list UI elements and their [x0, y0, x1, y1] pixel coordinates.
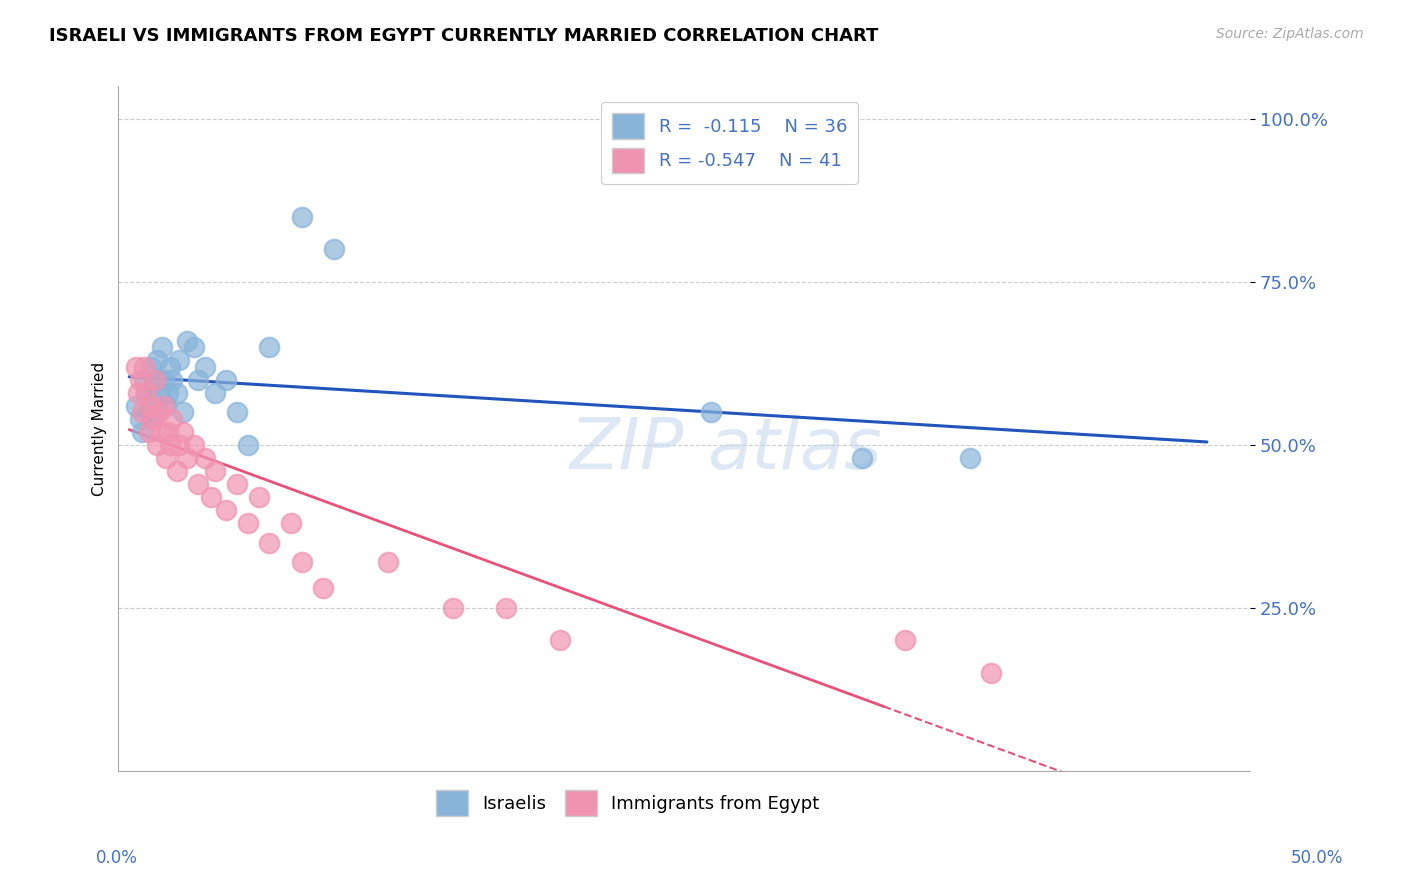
Point [172, 425, 194, 439]
Point [312, 581, 335, 595]
Point [236, 516, 259, 530]
Point [150, 340, 173, 354]
Point [194, 359, 217, 374]
Text: atlas: atlas [707, 415, 882, 483]
Text: Source: ZipAtlas.com: Source: ZipAtlas.com [1216, 27, 1364, 41]
Point [156, 425, 179, 439]
Point [152, 373, 174, 387]
Point [159, 438, 181, 452]
Point [134, 373, 156, 387]
Point [215, 503, 238, 517]
Point [959, 450, 981, 465]
Point [215, 373, 238, 387]
Point [495, 600, 517, 615]
Point [259, 340, 281, 354]
Text: 0.0%: 0.0% [96, 849, 138, 867]
Point [146, 353, 169, 368]
Point [280, 516, 302, 530]
Point [125, 399, 148, 413]
Point [138, 405, 160, 419]
Point [139, 359, 162, 374]
Point [162, 373, 184, 387]
Point [142, 411, 165, 425]
Point [150, 425, 173, 439]
Point [176, 450, 198, 465]
Point [226, 477, 249, 491]
Point [156, 385, 179, 400]
Point [148, 385, 170, 400]
Point [323, 242, 346, 256]
Point [127, 385, 149, 400]
Point [187, 373, 209, 387]
Point [148, 405, 170, 419]
Point [172, 405, 194, 419]
Point [377, 555, 399, 569]
Point [200, 490, 222, 504]
Point [980, 665, 1002, 680]
Legend: Israelis, Immigrants from Egypt: Israelis, Immigrants from Egypt [429, 783, 827, 823]
Point [183, 438, 205, 452]
Point [187, 477, 209, 491]
Point [166, 464, 188, 478]
Point [155, 450, 177, 465]
Point [894, 633, 917, 648]
Point [259, 535, 281, 549]
Point [700, 405, 723, 419]
Point [851, 450, 873, 465]
Point [129, 373, 152, 387]
Point [226, 405, 249, 419]
Point [155, 399, 177, 413]
Point [183, 340, 205, 354]
Point [131, 405, 153, 419]
Point [142, 411, 165, 425]
Point [166, 385, 188, 400]
Point [143, 373, 166, 387]
Point [194, 450, 217, 465]
Point [146, 399, 169, 413]
Point [441, 600, 464, 615]
Point [291, 210, 314, 224]
Point [159, 359, 181, 374]
Text: ISRAELI VS IMMIGRANTS FROM EGYPT CURRENTLY MARRIED CORRELATION CHART: ISRAELI VS IMMIGRANTS FROM EGYPT CURRENT… [49, 27, 879, 45]
Point [146, 438, 169, 452]
Point [204, 464, 226, 478]
Text: ZIP: ZIP [569, 415, 685, 483]
Point [236, 438, 259, 452]
Point [138, 425, 160, 439]
Point [143, 373, 166, 387]
Point [167, 438, 190, 452]
Point [134, 359, 156, 374]
Point [162, 411, 184, 425]
Point [135, 385, 157, 400]
Point [152, 399, 174, 413]
Point [125, 359, 148, 374]
Y-axis label: Currently Married: Currently Married [93, 361, 107, 496]
Point [548, 633, 571, 648]
Point [204, 385, 226, 400]
Point [139, 399, 162, 413]
Point [291, 555, 314, 569]
Point [131, 425, 153, 439]
Text: 50.0%: 50.0% [1291, 849, 1343, 867]
Point [139, 392, 162, 407]
Point [247, 490, 270, 504]
Point [135, 385, 157, 400]
Point [167, 353, 190, 368]
Point [176, 334, 198, 348]
Point [129, 411, 152, 425]
